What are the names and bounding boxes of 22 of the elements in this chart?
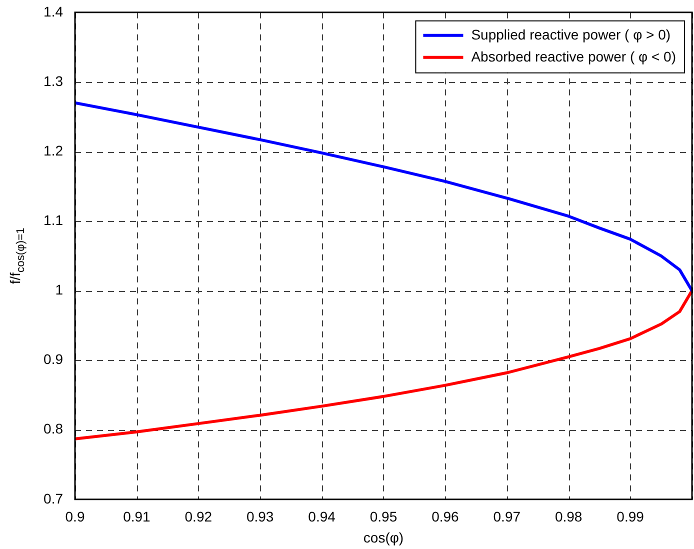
y-tick-label: 1.1 xyxy=(44,212,64,228)
x-tick-label: 0.94 xyxy=(308,508,336,525)
legend-label: Absorbed reactive power ( φ < 0) xyxy=(471,48,676,64)
y-tick-label: 1 xyxy=(55,282,64,298)
x-axis-title: cos(φ) xyxy=(363,529,404,546)
y-tick-label: 0.7 xyxy=(44,490,64,506)
y-tick-label: 0.9 xyxy=(44,351,64,368)
x-tick-label: 0.96 xyxy=(432,508,460,525)
legend-label: Supplied reactive power ( φ > 0) xyxy=(471,26,671,42)
x-tick-label: 0.93 xyxy=(246,508,274,525)
x-tick-label: 0.97 xyxy=(493,508,521,525)
y-tick-label: 1.4 xyxy=(44,3,64,20)
x-tick-label: 0.91 xyxy=(123,508,151,525)
y-tick-label: 1.2 xyxy=(44,142,64,158)
y-axis-title: f/fcos(φ)=1 xyxy=(6,228,27,284)
x-tick-label: 0.95 xyxy=(370,508,398,525)
x-tick-label: 0.98 xyxy=(554,508,582,525)
x-tick-label: 0.99 xyxy=(616,508,644,525)
y-tick-label: 1.3 xyxy=(44,72,64,89)
x-tick-label: 0.92 xyxy=(184,508,212,525)
y-tick-label: 0.8 xyxy=(44,420,64,437)
x-tick-label: 0.9 xyxy=(65,508,85,525)
